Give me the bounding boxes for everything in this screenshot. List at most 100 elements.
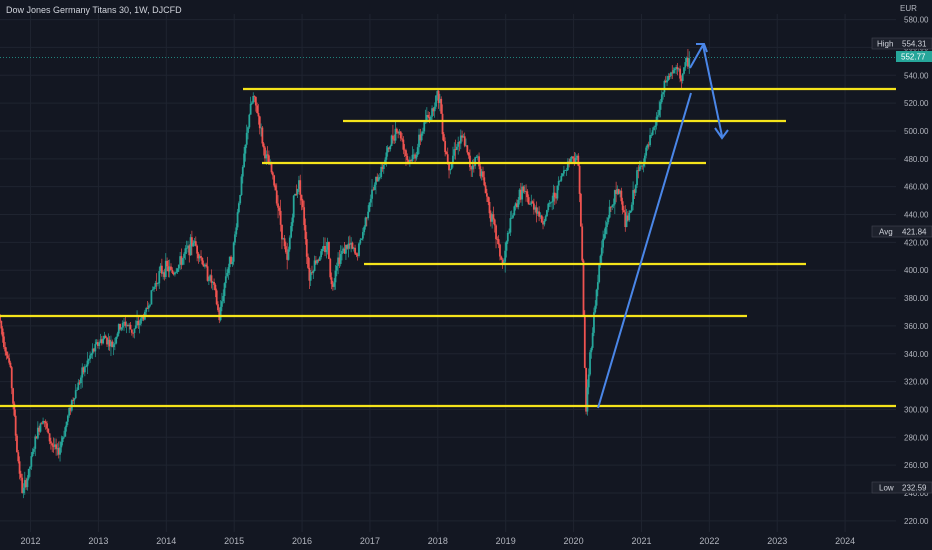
candle-body [359, 239, 362, 244]
candle-body [288, 237, 291, 250]
candle-body [313, 260, 316, 271]
candle-body [66, 415, 69, 422]
candle-body [262, 143, 265, 148]
y-tick-label: 500.00 [904, 127, 929, 136]
candle-body [112, 344, 115, 348]
candle-body [243, 153, 246, 168]
candle-body [548, 202, 551, 204]
candle-body [469, 155, 471, 168]
candle-body [345, 244, 347, 254]
y-tick-label: 440.00 [904, 211, 929, 220]
candle-body [657, 115, 659, 117]
candle-body [512, 215, 514, 218]
candle-body [650, 134, 653, 136]
candle-body [641, 165, 644, 167]
candle-body [410, 159, 413, 161]
drawing-layer[interactable] [0, 43, 896, 409]
candle-body [260, 127, 262, 129]
candle-body [230, 256, 232, 265]
candle-body [668, 76, 671, 77]
candle-body [83, 366, 86, 373]
time-axis[interactable]: 2012 2013 2014 2015 2016 2017 2018 2019 2020 2021… [21, 536, 856, 546]
candle-body [418, 134, 420, 148]
candle-body [680, 78, 683, 81]
candle-body [508, 232, 510, 234]
candle-body [222, 296, 225, 302]
candle-body [415, 154, 418, 159]
candle-body [56, 448, 59, 450]
candle-body [36, 427, 39, 439]
candle-body [376, 176, 379, 182]
candle-body [175, 271, 178, 273]
candle-body [565, 170, 568, 171]
candle-body [458, 142, 461, 144]
candle-body [371, 189, 373, 199]
candle-body [506, 232, 509, 242]
candle-body [642, 163, 645, 167]
candle-body [176, 268, 179, 272]
candle-body [530, 201, 533, 205]
candle-body [117, 324, 120, 334]
candle-body [237, 203, 240, 213]
candle-body [517, 199, 520, 208]
candle-body [606, 222, 608, 228]
candle-body [649, 135, 651, 146]
candle-body [576, 155, 578, 158]
candle-body [329, 258, 332, 278]
candle-body [301, 200, 304, 208]
candle-body [457, 142, 460, 147]
candle-body [119, 324, 121, 330]
candle-body [257, 113, 260, 117]
candle-body [80, 377, 82, 384]
candle-body [527, 197, 530, 205]
candle-body [184, 248, 187, 254]
candle-body [328, 242, 330, 259]
candle-body [17, 452, 20, 462]
candle-body [65, 421, 68, 428]
candle-body [651, 130, 654, 135]
candle-body [547, 203, 550, 211]
y-tick-label: 280.00 [904, 433, 929, 442]
candle-body [190, 237, 193, 247]
candle-body [177, 264, 180, 269]
candle-body [158, 271, 161, 284]
candle-body [102, 338, 105, 344]
high-tag-value: 554.31 [902, 40, 927, 49]
candle-body [162, 272, 165, 274]
candle-body [270, 163, 273, 173]
candle-body [4, 347, 7, 352]
candle-body [82, 367, 85, 373]
candle-body [607, 217, 610, 223]
x-tick-label: 2016 [292, 536, 312, 546]
candle-body [363, 226, 366, 233]
candle-body [253, 95, 256, 97]
candle-body [81, 367, 84, 378]
candle-body [198, 256, 201, 259]
candle-body [77, 382, 80, 390]
candle-body [91, 348, 94, 354]
candle-body [673, 68, 676, 71]
candle-body [324, 246, 326, 253]
candle-body [373, 184, 376, 190]
candle-body [672, 70, 675, 74]
candle-body [487, 196, 490, 202]
price-axis[interactable]: 220.00 240.00 260.00 280.00 300.00 320.00 340.… [904, 16, 929, 526]
candle-body [124, 321, 127, 326]
candle-body [636, 170, 638, 186]
candle-body [258, 116, 261, 129]
forecast-arrow[interactable] [689, 44, 723, 137]
x-tick-label: 2023 [767, 536, 787, 546]
candle-body [555, 197, 557, 199]
trend-line[interactable] [597, 92, 692, 409]
candle-body [31, 451, 34, 457]
x-tick-label: 2014 [156, 536, 176, 546]
candle-body [192, 242, 195, 247]
candle-body [440, 98, 443, 114]
candle-body [244, 144, 247, 154]
candle-body [351, 242, 354, 249]
candle-body [210, 275, 213, 283]
candle-body [277, 203, 279, 208]
candle-body [27, 468, 30, 479]
candle-body [254, 96, 257, 106]
